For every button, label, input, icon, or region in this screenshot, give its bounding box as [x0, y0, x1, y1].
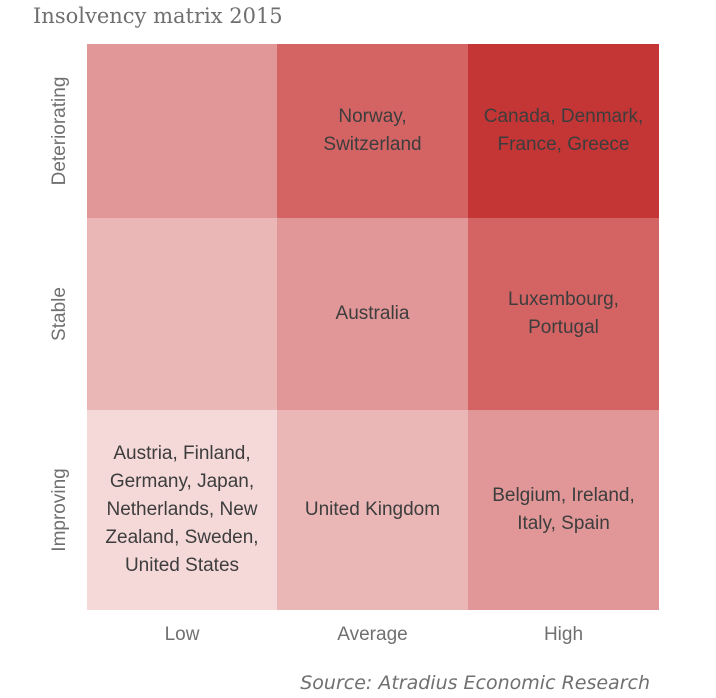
y-axis-label: Stable	[49, 287, 70, 341]
source-note: Source: Atradius Economic Research	[300, 672, 650, 694]
matrix-cell: Austria, Finland, Germany, Japan, Nether…	[87, 410, 277, 610]
x-axis-label: Low	[164, 624, 200, 645]
matrix-cell: Canada, Denmark, France, Greece	[468, 44, 659, 218]
y-axis-label: Improving	[49, 468, 70, 552]
matrix-cell: Belgium, Ireland, Italy, Spain	[468, 410, 659, 610]
x-axis-label: High	[543, 624, 584, 645]
x-axis-label: Average	[337, 624, 408, 645]
matrix-cell: Luxembourg, Portugal	[468, 218, 659, 410]
matrix-grid: Norway, Switzerland Canada, Denmark, Fran…	[87, 44, 659, 610]
chart-title: Insolvency matrix 2015	[33, 4, 283, 28]
matrix-cell: United Kingdom	[277, 410, 468, 610]
matrix-cell	[87, 218, 277, 410]
y-axis-label: Deteriorating	[49, 76, 70, 186]
matrix-cell	[87, 44, 277, 218]
matrix-cell: Australia	[277, 218, 468, 410]
matrix-cell: Norway, Switzerland	[277, 44, 468, 218]
